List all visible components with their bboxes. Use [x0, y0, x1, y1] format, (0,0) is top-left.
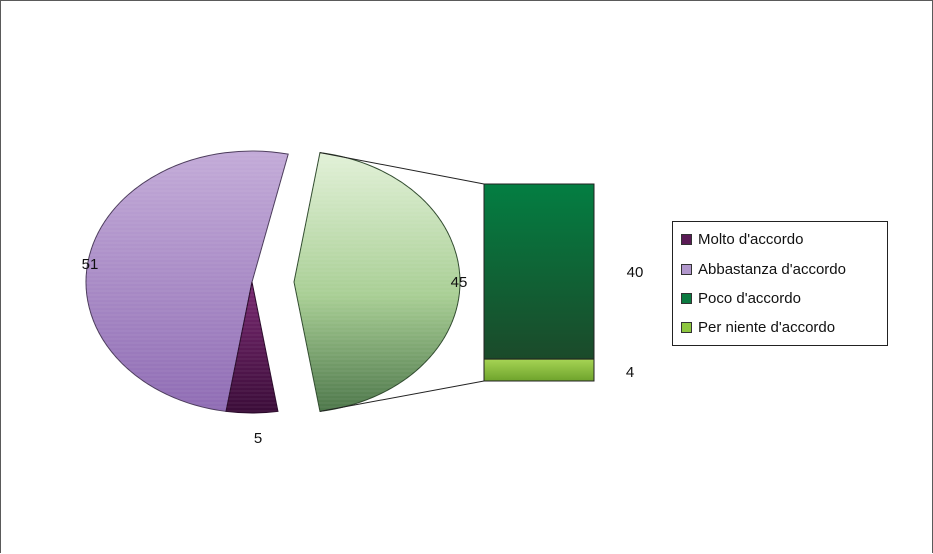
pie-slice-abbastanza [85, 150, 289, 412]
data-label-per-niente: 4 [626, 364, 634, 381]
bar-segment-poco [483, 183, 595, 360]
connector-line-bottom [319, 380, 485, 412]
pie-slice-molto [225, 281, 279, 414]
legend-swatch [681, 321, 692, 333]
legend-item-per-niente: Per niente d'accordo [681, 317, 835, 337]
legend-label: Per niente d'accordo [698, 318, 836, 336]
pie-slice-combined [293, 152, 461, 412]
bar-segment-per-niente [483, 358, 595, 382]
legend-item-poco: Poco d'accordo [681, 288, 801, 308]
data-label-combined: 45 [451, 274, 468, 291]
data-label-molto: 5 [254, 430, 262, 447]
legend-item-abbastanza: Abbastanza d'accordo [681, 259, 846, 279]
legend-label: Abbastanza d'accordo [698, 260, 846, 278]
legend-swatch [681, 292, 692, 304]
legend-swatch [681, 263, 692, 275]
legend-swatch [681, 233, 692, 245]
legend-label: Poco d'accordo [698, 289, 801, 307]
legend-label: Molto d'accordo [698, 230, 804, 248]
data-label-abbastanza: 51 [82, 256, 99, 273]
connector-line-top [319, 152, 485, 185]
legend-item-molto: Molto d'accordo [681, 229, 803, 249]
legend: Molto d'accordo Abbastanza d'accordo Poc… [672, 221, 888, 346]
data-label-poco: 40 [627, 264, 644, 281]
